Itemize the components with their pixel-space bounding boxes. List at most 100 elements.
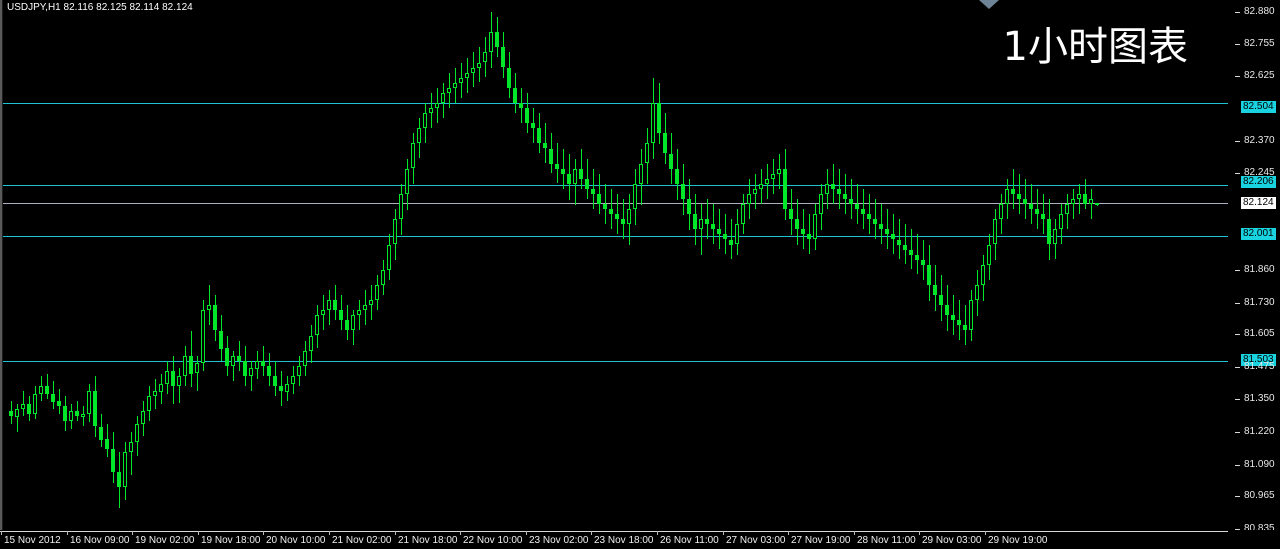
- candle-body-bearish: [51, 394, 55, 402]
- price-axis-label: 81.350: [1244, 393, 1275, 404]
- candle-body-bearish: [903, 245, 907, 250]
- candle-body-bullish: [423, 113, 427, 128]
- candle-body-bullish: [441, 93, 445, 103]
- candle-body-bearish: [513, 88, 517, 103]
- price-axis-tick: [1235, 270, 1240, 271]
- candle-body-bearish: [549, 149, 553, 164]
- candle-body-bullish: [399, 194, 403, 219]
- time-axis-label: 15 Nov 2012: [4, 535, 61, 546]
- candle-body-bearish: [789, 209, 793, 219]
- candle-wick: [251, 361, 252, 391]
- candle-body-bullish: [699, 219, 703, 229]
- candle-body-bullish: [381, 270, 385, 285]
- level-line-82.206[interactable]: [3, 185, 1228, 186]
- candle-body-bearish: [717, 229, 721, 234]
- candle-body-bullish: [303, 351, 307, 366]
- candle-wick: [1091, 189, 1092, 219]
- price-axis-tick: [1235, 529, 1240, 530]
- price-axis-tick: [1235, 432, 1240, 433]
- candle-body-bearish: [855, 204, 859, 209]
- price-axis-label: 82.625: [1244, 70, 1275, 81]
- candle-body-bearish: [867, 214, 871, 219]
- candle-body-bullish: [1059, 214, 1063, 229]
- candle-body-bullish: [453, 83, 457, 88]
- time-axis-label: 27 Nov 03:00: [726, 535, 786, 546]
- candle-body-bearish: [243, 361, 247, 376]
- time-axis-tick: [591, 531, 592, 535]
- candle-body-bearish: [861, 209, 865, 214]
- candle-body-bullish: [393, 219, 397, 244]
- candle-body-bearish: [603, 204, 607, 209]
- candle-body-bullish: [195, 363, 199, 373]
- symbol-header: USDJPY,H1 82.116 82.125 82.114 82.124: [7, 2, 193, 13]
- candle-body-bullish: [813, 214, 817, 239]
- candle-body-bullish: [471, 68, 475, 73]
- candle-body-bullish: [135, 424, 139, 442]
- time-axis-tick: [985, 531, 986, 535]
- level-line-82.124[interactable]: [3, 203, 1228, 204]
- candle-wick: [233, 351, 234, 381]
- price-axis-tick: [1235, 173, 1240, 174]
- candle-body-bullish: [285, 384, 289, 392]
- candle-body-bearish: [915, 255, 919, 260]
- candle-body-bullish: [207, 305, 211, 310]
- candle-body-bullish: [645, 143, 649, 163]
- time-axis-label: 20 Nov 10:00: [266, 535, 326, 546]
- candle-wick: [557, 143, 558, 183]
- candle-body-bearish: [669, 154, 673, 169]
- price-axis-tick: [1235, 141, 1240, 142]
- time-axis-tick: [67, 531, 68, 535]
- level-line-81.503[interactable]: [3, 361, 1228, 362]
- level-line-82.001[interactable]: [3, 236, 1228, 237]
- candle-body-bullish: [1095, 203, 1099, 205]
- price-axis-label: 81.475: [1244, 361, 1275, 372]
- price-axis-tick: [1235, 465, 1240, 466]
- candle-body-bullish: [771, 174, 775, 179]
- candle-body-bearish: [675, 169, 679, 184]
- candle-body-bullish: [363, 305, 367, 310]
- candle-body-bearish: [225, 348, 229, 366]
- candle-body-bullish: [231, 356, 235, 366]
- candle-body-bullish: [387, 245, 391, 270]
- candle-body-bearish: [579, 169, 583, 179]
- candle-body-bullish: [975, 285, 979, 300]
- time-axis-label: 23 Nov 18:00: [594, 535, 654, 546]
- price-axis[interactable]: [1228, 0, 1280, 530]
- candle-body-bullish: [447, 88, 451, 93]
- candle-body-bullish: [819, 194, 823, 214]
- candle-body-bearish: [963, 325, 967, 330]
- candle-body-bullish: [747, 194, 751, 204]
- candle-body-bullish: [825, 184, 829, 194]
- time-axis[interactable]: [0, 530, 1280, 549]
- candle-body-bullish: [1089, 199, 1093, 204]
- price-axis-label: 81.220: [1244, 426, 1275, 437]
- time-axis-tick: [198, 531, 199, 535]
- candle-body-bullish: [735, 224, 739, 244]
- candle-body-bullish: [129, 442, 133, 452]
- time-axis-label: 22 Nov 10:00: [463, 535, 523, 546]
- candle-body-bullish: [39, 386, 43, 394]
- candle-body-bullish: [1053, 229, 1057, 244]
- price-axis-label: 82.880: [1244, 6, 1275, 17]
- level-line-82.504[interactable]: [3, 103, 1228, 104]
- time-axis-tick: [657, 531, 658, 535]
- candle-body-bearish: [57, 401, 61, 406]
- chart-annotation-label: 1小时图表: [1002, 24, 1188, 70]
- time-axis-tick: [395, 531, 396, 535]
- candle-wick: [905, 224, 906, 264]
- candle-body-bearish: [801, 229, 805, 234]
- candle-body-bullish: [153, 391, 157, 396]
- chart-plot-area[interactable]: [3, 0, 1228, 530]
- candle-body-bullish: [1065, 204, 1069, 214]
- time-axis-tick: [526, 531, 527, 535]
- price-axis-tick: [1235, 367, 1240, 368]
- candle-wick: [1073, 189, 1074, 219]
- candle-body-bearish: [657, 103, 661, 133]
- candle-body-bearish: [543, 143, 547, 148]
- candle-body-bearish: [99, 427, 103, 440]
- candle-body-bearish: [171, 371, 175, 386]
- candle-body-bullish: [321, 310, 325, 315]
- time-axis-label: 21 Nov 02:00: [332, 535, 392, 546]
- candle-body-bullish: [201, 310, 205, 363]
- price-axis-tick: [1235, 12, 1240, 13]
